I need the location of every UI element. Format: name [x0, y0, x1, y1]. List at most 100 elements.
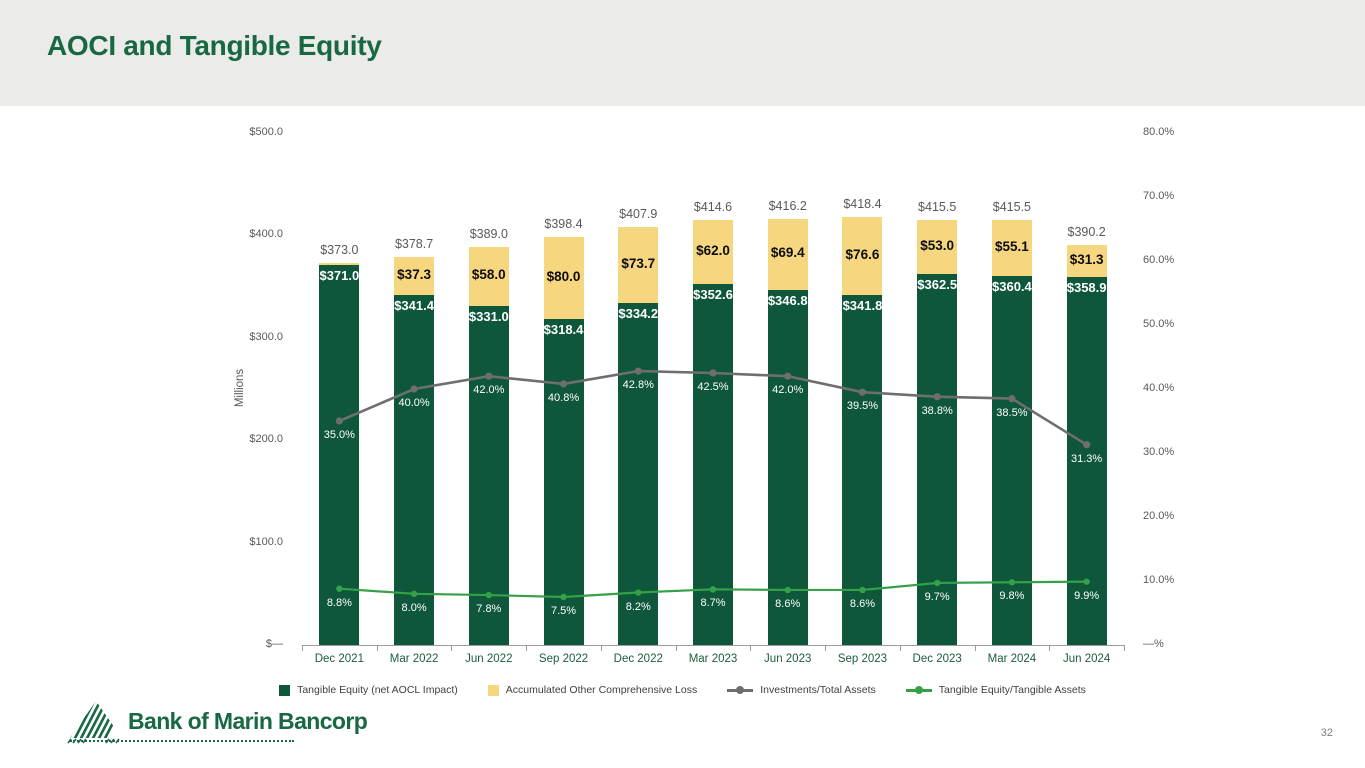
bar-segment-aocl: [319, 263, 360, 266]
bar-green-segment-label: $334.2: [618, 305, 659, 321]
chart-legend: Tangible Equity (net AOCL Impact) Accumul…: [0, 684, 1365, 696]
bar-segment-aocl: [991, 219, 1032, 276]
chart-area: $500.0 $400.0 $300.0 $200.0 $100.0 $— Millions…: [0, 106, 1365, 706]
line-point-label: 35.0%: [323, 429, 355, 441]
line-marker: [634, 367, 642, 375]
bar-green-segment-label: $352.6: [693, 286, 733, 302]
y-axis-right-tick-label: 70.0%: [1143, 190, 1175, 202]
line-point-label: 40.8%: [547, 391, 580, 404]
y-axis-right-tick-label: 40.0%: [1143, 382, 1175, 394]
bar-green-segment-label: $341.4: [394, 298, 434, 314]
line-point-label: 9.7%: [924, 590, 950, 603]
bar-yellow-segment-label: $37.3: [397, 267, 431, 283]
x-axis-tick: [302, 645, 303, 651]
logo-underline: [70, 740, 294, 742]
legend-item: Investments/Total Assets: [727, 684, 876, 696]
bar-segment-aocl: [618, 227, 659, 303]
x-axis-tick: [1049, 645, 1051, 651]
bar-yellow-segment-label: $31.3: [1069, 252, 1104, 268]
line-marker: [859, 586, 866, 594]
bar-green-segment-label: $318.4: [543, 321, 584, 337]
bar-total-label: $414.6: [693, 200, 733, 215]
bar-segment-tangible-equity: [767, 289, 808, 645]
line-point-label: 38.5%: [996, 406, 1028, 419]
bar-segment-aocl: [842, 216, 883, 295]
x-axis-tick: [451, 645, 453, 651]
bar-segment-aocl: [543, 237, 584, 319]
bar-segment-aocl: [394, 257, 435, 296]
line-point-label: 9.9%: [1074, 589, 1100, 602]
line-marker: [1083, 578, 1090, 585]
bar-green-segment-label: $362.5: [917, 276, 958, 292]
legend-marker-dot-icon: [914, 686, 923, 694]
line-point-label: 42.0%: [473, 384, 505, 397]
bar-yellow-segment-label: $80.0: [546, 268, 581, 284]
legend-label: Tangible Equity (net AOCL Impact): [297, 684, 458, 696]
y-axis-left-tick-label: $200.0: [249, 433, 283, 446]
x-axis-line: [302, 645, 1125, 646]
y-axis-right-tick-label: 30.0%: [1143, 446, 1175, 458]
legend-item: Tangible Equity (net AOCL Impact): [279, 684, 458, 696]
bar-segment-tangible-equity: [618, 302, 659, 645]
x-axis-tick: [1124, 645, 1125, 651]
legend-label: Accumulated Other Comprehensive Loss: [505, 684, 698, 696]
legend-line-marker-icon: [905, 686, 932, 694]
y-axis-left-tick-label: $—: [265, 638, 283, 650]
line-marker: [1008, 395, 1016, 403]
line-point-label: 31.3%: [1071, 452, 1103, 465]
bar-yellow-segment-label: $69.4: [770, 245, 805, 261]
bar-yellow-segment-label: $76.6: [845, 246, 880, 262]
legend-marker-dot-icon: [736, 686, 745, 694]
x-axis-tick: [526, 645, 528, 651]
line-point-label: 39.5%: [846, 400, 879, 413]
bar-total-label: $418.4: [843, 196, 882, 211]
bar-total-label: $390.2: [1067, 225, 1106, 240]
line-marker: [410, 385, 418, 393]
bar-total-label: $407.9: [619, 207, 658, 222]
y-axis-left-tick-label: $500.0: [249, 126, 283, 138]
line-marker: [559, 380, 568, 388]
legend-label: Tangible Equity/Tangible Assets: [938, 684, 1086, 696]
line-marker: [709, 369, 717, 377]
y-axis-right-tick-label: 60.0%: [1143, 254, 1175, 266]
x-axis-category-label: Mar 2022: [389, 653, 439, 665]
legend-line-marker-icon: [727, 686, 754, 694]
line-point-label: 8.2%: [625, 600, 651, 613]
y-axis-right-tick-label: —%: [1143, 638, 1164, 650]
bar-yellow-segment-label: $73.7: [621, 256, 656, 272]
line-marker: [410, 590, 418, 597]
line-marker: [784, 372, 792, 380]
bar-segment-tangible-equity: [394, 295, 435, 645]
bar-total-label: $373.0: [320, 243, 359, 258]
line-marker: [1008, 579, 1016, 586]
x-axis-tick: [974, 645, 976, 651]
legend-label: Investments/Total Assets: [760, 684, 876, 696]
x-axis-tick: [825, 645, 827, 651]
bar-segment-aocl: [767, 218, 808, 290]
y-axis-right-tick-label: 10.0%: [1143, 574, 1175, 586]
bar-segment-tangible-equity: [543, 318, 584, 645]
logo-text: Bank of Marin Bancorp: [128, 708, 368, 734]
x-axis-tick: [600, 645, 602, 651]
legend-square-swatch-icon: [487, 684, 499, 696]
bar-total-label: $389.0: [469, 226, 508, 241]
x-axis-tick: [376, 645, 378, 651]
bar-segment-tangible-equity: [842, 294, 883, 645]
line-marker: [635, 589, 642, 596]
bar-total-label: $415.5: [992, 199, 1032, 214]
bank-of-marin-logo-mountain-icon: [67, 701, 122, 744]
line-point-label: 9.8%: [999, 590, 1025, 603]
line-marker: [784, 586, 791, 594]
line-point-label: 42.0%: [772, 384, 804, 397]
line-marker: [485, 591, 493, 599]
bar-segment-aocl: [917, 219, 958, 274]
line-marker: [1083, 441, 1091, 449]
bar-segment-tangible-equity: [693, 283, 733, 645]
line-point-label: 8.7%: [700, 597, 726, 610]
bar-segment-aocl: [1066, 245, 1107, 278]
bar-green-segment-label: $341.8: [842, 297, 883, 313]
bar-segment-tangible-equity: [319, 265, 360, 645]
x-axis-category-label: Sep 2023: [837, 653, 888, 665]
legend-item: Accumulated Other Comprehensive Loss: [487, 684, 698, 696]
